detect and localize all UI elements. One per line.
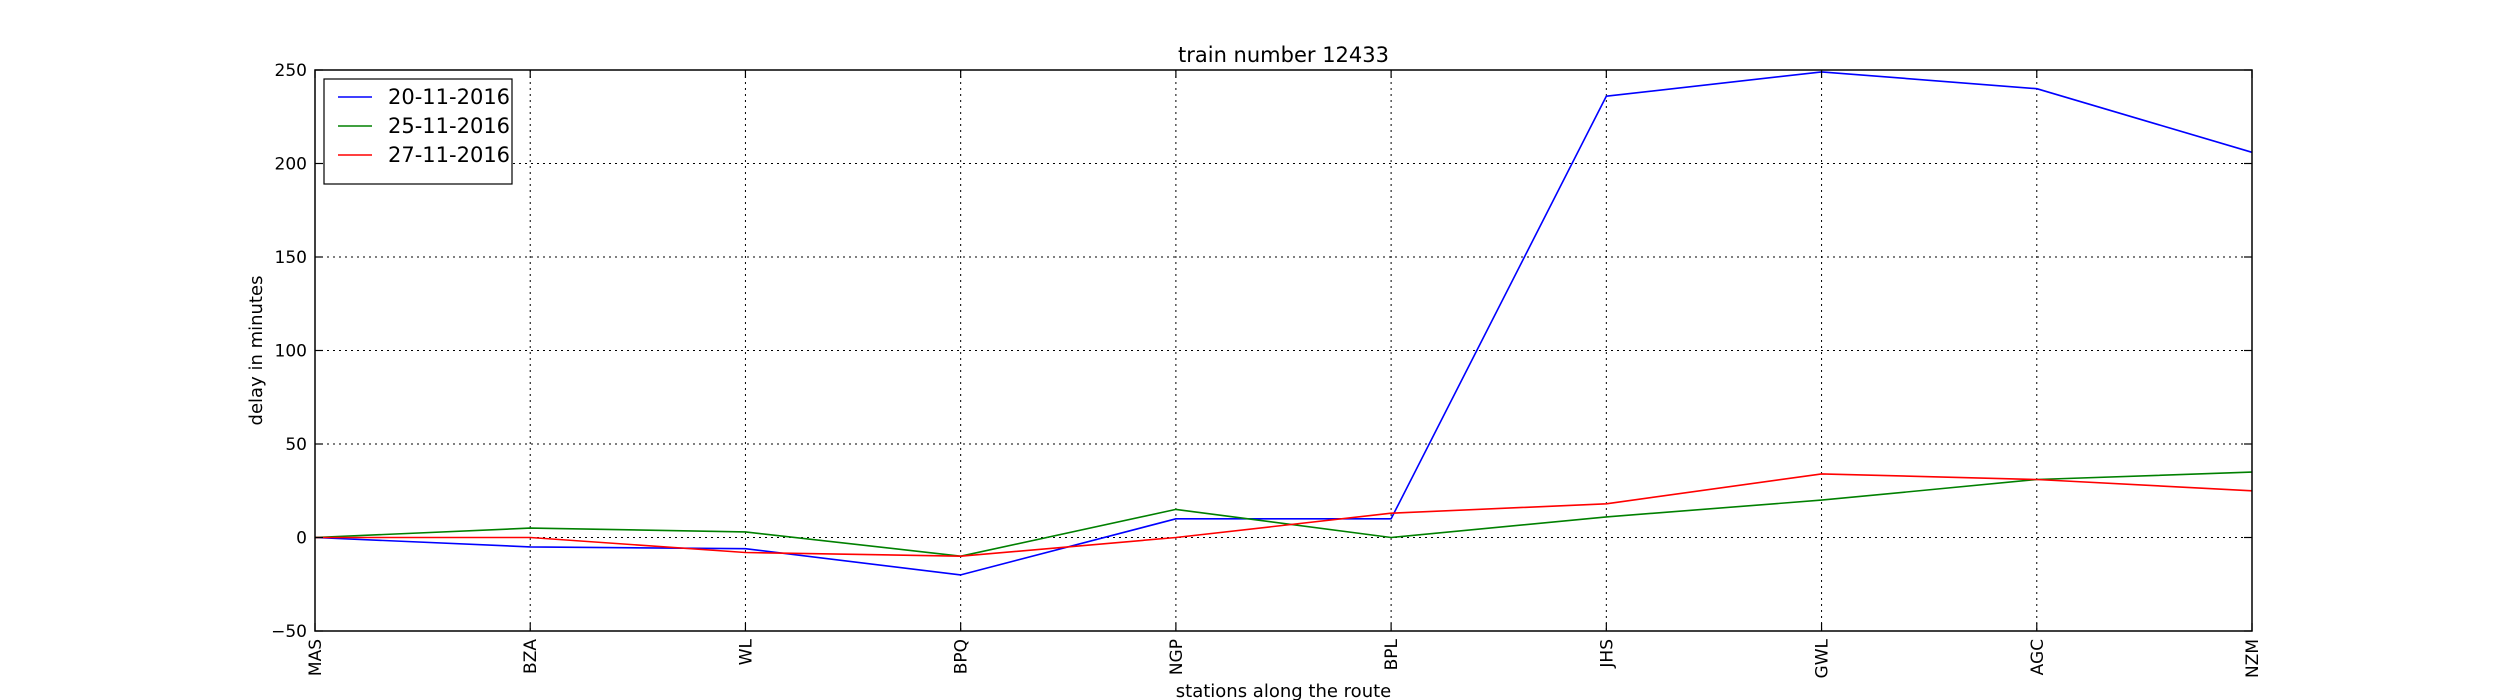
y-axis-label: delay in minutes <box>246 276 267 426</box>
axis-ticks: MAS BZA WL BPQ NGP BPL JHS GWL AGC NZM −50 0 50 100 15… <box>271 61 2263 678</box>
x-tick-label: BPL <box>1382 638 1402 670</box>
legend-label: 25-11-2016 <box>388 114 510 138</box>
legend: 20-11-2016 25-11-2016 27-11-2016 <box>323 78 513 185</box>
legend-label: 20-11-2016 <box>388 85 510 109</box>
x-tick-label: NGP <box>1167 639 1187 675</box>
y-tick-label: 250 <box>275 61 307 81</box>
y-tick-label: −50 <box>271 622 307 642</box>
x-tick-label: JHS <box>1597 639 1617 669</box>
x-tick-label: BZA <box>521 639 541 674</box>
legend-label: 27-11-2016 <box>388 143 510 167</box>
x-tick-label: BPQ <box>952 639 972 674</box>
y-tick-label: 0 <box>296 529 307 549</box>
chart-title: train number 12433 <box>1178 43 1389 67</box>
y-tick-label: 50 <box>285 435 307 455</box>
x-tick-label: MAS <box>306 639 326 676</box>
y-tick-label: 200 <box>275 155 307 175</box>
x-tick-label: NZM <box>2243 639 2263 678</box>
x-axis-label: stations along the route <box>1176 681 1391 700</box>
series-line-27-11-2016 <box>315 473 2253 558</box>
series-layer <box>314 71 2253 576</box>
y-tick-label: 100 <box>275 342 307 362</box>
y-tick-label: 150 <box>275 248 307 268</box>
x-tick-label: WL <box>736 638 756 665</box>
x-tick-label: AGC <box>2028 639 2048 675</box>
series-line-20-11-2016 <box>314 71 2253 576</box>
grid-lines <box>315 70 2252 631</box>
x-tick-label: GWL <box>1813 638 1833 678</box>
series-line-25-11-2016 <box>314 471 2253 558</box>
